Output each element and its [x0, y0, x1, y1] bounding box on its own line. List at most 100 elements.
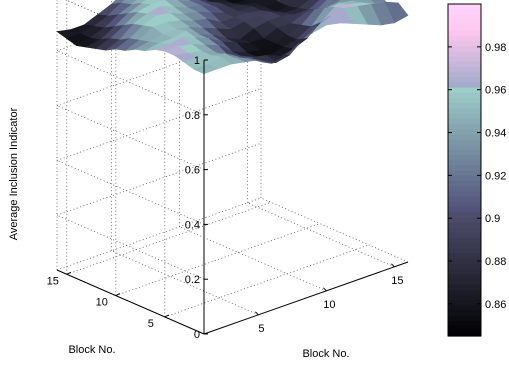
colorbar-swatch [448, 247, 481, 254]
z-tick-label: 0.6 [185, 165, 200, 177]
colorbar-swatch [448, 242, 481, 249]
colorbar-swatch [448, 273, 481, 280]
colorbar-tick-label: 0.86 [485, 299, 506, 311]
x-tick-labels: 5 10 15 [203, 261, 409, 335]
colorbar-swatch [448, 195, 481, 202]
colorbar-swatch [448, 55, 481, 62]
x-axis-label: Block No. [302, 348, 349, 360]
grid-line [56, 160, 205, 225]
colorbar-swatch [448, 133, 481, 140]
colorbar-tick-label: 0.88 [485, 256, 506, 268]
z-tick-label: 0.2 [185, 274, 200, 286]
z-tick-label: 0 [194, 329, 200, 341]
colorbar-swatch [448, 170, 481, 176]
grid-line [56, 50, 205, 116]
colorbar-swatch [448, 102, 481, 109]
z-tick-label: 0.4 [185, 219, 200, 231]
colorbar-swatch [448, 76, 481, 83]
z-axis-label: Average Inclusion Indicator [8, 107, 20, 240]
colorbar-swatch [448, 237, 481, 244]
grid-line [247, 202, 395, 268]
colorbar-tick-label: 0.92 [485, 170, 506, 182]
colorbar-swatch [448, 149, 481, 156]
x-tick-mark [323, 287, 327, 292]
colorbar-swatch [448, 128, 481, 135]
x-tick-label: 10 [323, 299, 335, 311]
colorbar: 0.86 0.88 0.9 0.92 0.94 0.96 0.98 [447, 3, 506, 337]
colorbar-swatch [448, 180, 481, 187]
grid-line [56, 214, 205, 280]
y-tick-label: 5 [148, 318, 154, 330]
colorbar-swatch [448, 29, 481, 36]
colorbar-swatch [448, 35, 481, 41]
colorbar-swatch [448, 107, 481, 114]
colorbar-swatch [448, 206, 481, 213]
colorbar-swatch [448, 92, 481, 98]
x-tick-label: 5 [258, 323, 264, 335]
colorbar-swatch [448, 9, 481, 15]
colorbar-swatch [448, 201, 481, 207]
colorbar-swatch [448, 253, 481, 259]
grid-line [111, 250, 259, 316]
colorbar-tick-label: 0.98 [485, 42, 506, 54]
colorbar-swatch [448, 315, 481, 322]
colorbar-swatch [448, 164, 481, 171]
colorbar-swatch [448, 175, 481, 181]
y-tick-mark [164, 314, 170, 318]
colorbar-swatch [448, 232, 481, 239]
colorbar-swatch [448, 211, 481, 218]
x-tick-mark [391, 263, 395, 268]
y-tick-mark [115, 293, 121, 297]
colorbar-swatch [448, 263, 481, 270]
colorbar-swatch [448, 40, 481, 47]
y-tick-labels: 5 10 15 [47, 269, 205, 335]
colorbar-swatch [448, 144, 481, 150]
surface-plot [56, 0, 409, 75]
colorbar-tick-label: 0.9 [485, 213, 500, 225]
colorbar-swatch [448, 304, 481, 311]
colorbar-tick-label: 0.96 [485, 85, 506, 97]
colorbar-swatch [448, 190, 481, 197]
colorbar-tick-label: 0.94 [485, 128, 506, 140]
colorbar-swatch [448, 268, 481, 275]
colorbar-swatch [448, 330, 481, 337]
colorbar-swatch [448, 289, 481, 296]
z-tick-label: 0.8 [185, 110, 200, 122]
colorbar-swatch [448, 4, 481, 10]
x-axis-line [203, 261, 409, 335]
colorbar-swatch [448, 87, 481, 93]
colorbar-swatch [448, 19, 481, 26]
colorbar-swatch [448, 154, 481, 161]
colorbar-swatch [448, 325, 481, 332]
colorbar-swatch [448, 216, 481, 223]
colorbar-swatch [448, 185, 481, 192]
surface-patch [275, 0, 282, 3]
grid-line [65, 0, 205, 61]
colorbar-swatch [448, 258, 481, 264]
colorbar-swatch [448, 294, 481, 301]
colorbar-swatch [448, 81, 481, 88]
y-tick-label: 10 [96, 297, 108, 309]
x-tick-label: 15 [391, 275, 403, 287]
colorbar-swatch [448, 299, 481, 306]
y-axis-label: Block No. [68, 344, 115, 356]
colorbar-swatch [448, 278, 481, 285]
colorbar-swatch [448, 112, 481, 119]
colorbar-swatch [448, 118, 481, 124]
colorbar-swatch [448, 71, 481, 78]
colorbar-swatch [448, 320, 481, 327]
grid-line [260, 197, 409, 263]
colorbar-swatch [448, 24, 481, 31]
z-tick-label: 1 [194, 55, 200, 67]
y-tick-label: 15 [47, 275, 59, 287]
colorbar-swatch [448, 138, 481, 145]
colorbar-swatch [448, 14, 481, 21]
y-axis-line [56, 269, 205, 335]
x-tick-mark [255, 311, 259, 316]
colorbar-swatch [448, 50, 481, 57]
y-tick-mark [66, 271, 72, 275]
colorbar-swatch [448, 45, 481, 52]
colorbar-swatch [448, 66, 481, 73]
